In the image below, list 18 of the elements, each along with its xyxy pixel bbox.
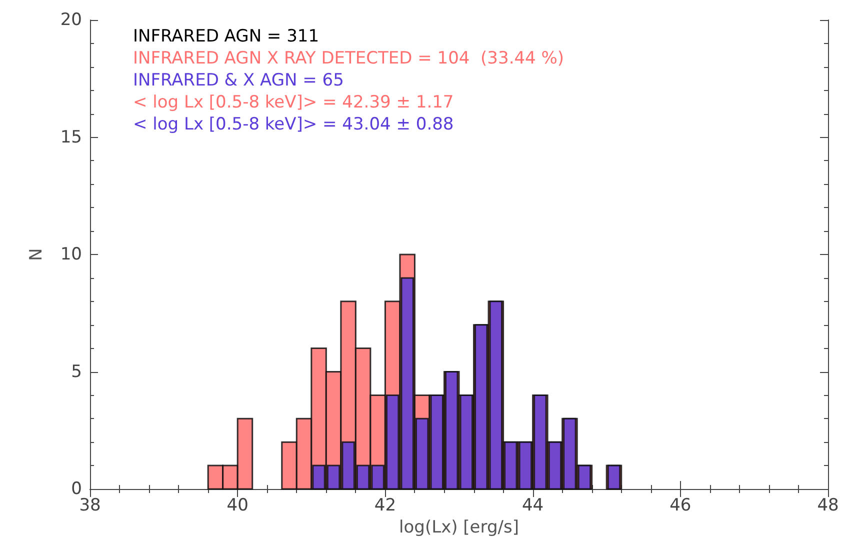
x-tick-label: 46 <box>670 496 692 516</box>
y-axis-title: N <box>26 248 46 261</box>
x-tick-label: 42 <box>374 496 396 516</box>
y-tick-label: 5 <box>71 362 82 382</box>
x-tick-label: 44 <box>522 496 544 516</box>
y-tick-label: 0 <box>71 479 82 499</box>
annotation: < log Lx [0.5-8 keV]> = 43.04 ± 0.88 <box>133 114 454 134</box>
x-tick-label: 38 <box>79 496 101 516</box>
annotation: INFRARED AGN = 311 <box>133 26 320 46</box>
x-tick-label: 48 <box>817 496 839 516</box>
text: INFRARED & X AGN = 65 <box>133 70 344 90</box>
y-tick-label: 20 <box>60 10 82 30</box>
x-tick-label: 40 <box>226 496 248 516</box>
y-tick-label: 10 <box>60 244 82 264</box>
text: INFRARED AGN X RAY DETECTED = 104 (33.44 %) <box>133 48 564 68</box>
x-axis-title: log(Lx) [erg/s] <box>399 518 519 538</box>
y-tick-label: 15 <box>60 127 82 148</box>
annotation: < log Lx [0.5-8 keV]> = 42.39 ± 1.17 <box>133 92 454 112</box>
